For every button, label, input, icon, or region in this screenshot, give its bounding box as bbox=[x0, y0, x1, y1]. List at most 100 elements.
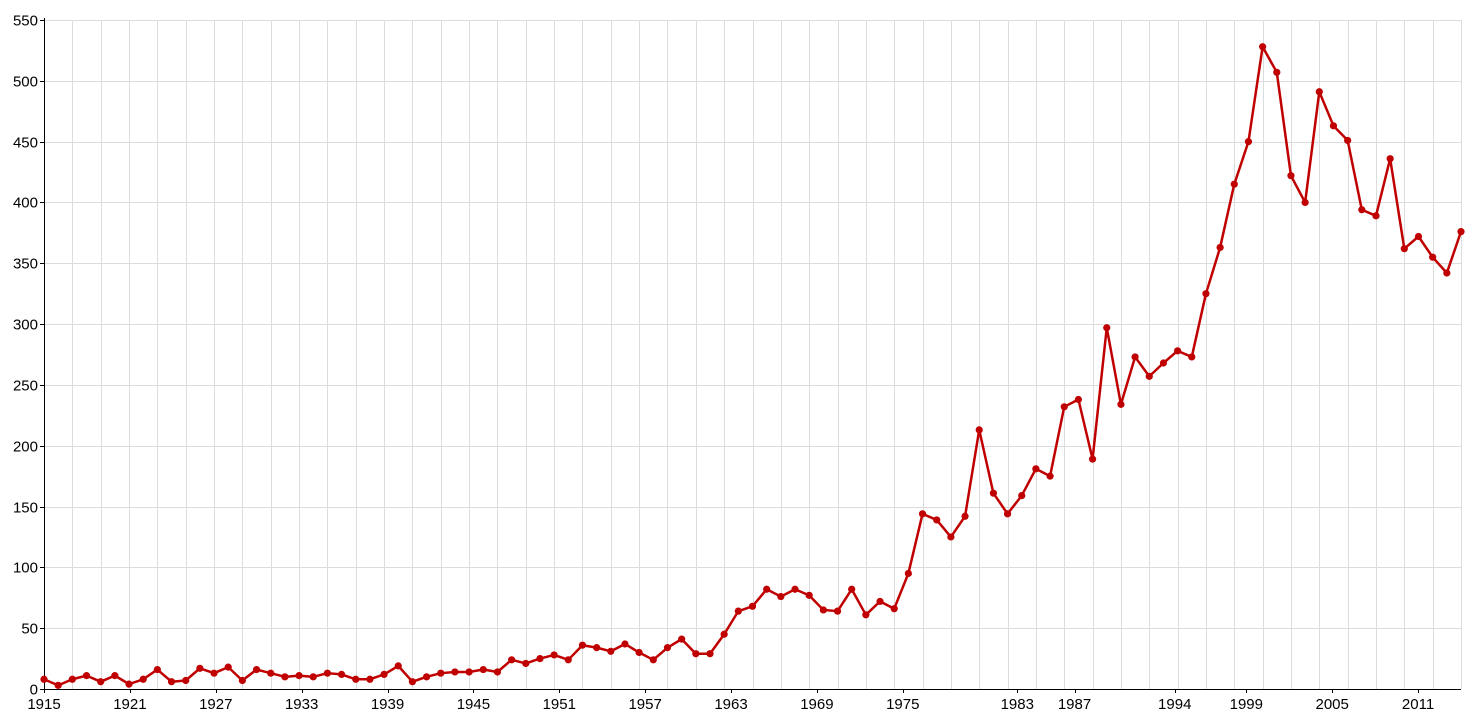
data-point bbox=[167, 678, 176, 686]
data-point bbox=[904, 569, 912, 578]
data-point bbox=[1202, 290, 1210, 298]
data-point bbox=[663, 644, 672, 652]
data-point bbox=[961, 512, 969, 520]
data-point bbox=[635, 648, 643, 657]
data-point bbox=[1273, 68, 1281, 76]
x-tick-label: 1915 bbox=[27, 696, 60, 713]
x-tick-label: 1939 bbox=[371, 696, 404, 713]
data-point bbox=[224, 663, 232, 671]
data-point bbox=[1145, 372, 1153, 380]
data-point bbox=[1230, 180, 1238, 188]
data-point bbox=[1216, 243, 1224, 252]
data-point bbox=[40, 675, 48, 683]
data-point bbox=[593, 644, 601, 652]
data-point bbox=[918, 510, 927, 518]
y-tick-label: 400 bbox=[13, 195, 38, 212]
x-tick-label: 1945 bbox=[457, 696, 490, 713]
data-point bbox=[1159, 359, 1168, 367]
data-point bbox=[1358, 206, 1366, 214]
data-point bbox=[607, 647, 615, 655]
data-point bbox=[252, 665, 261, 674]
x-tick-label: 1999 bbox=[1230, 696, 1263, 713]
data-point bbox=[196, 664, 204, 672]
y-tick-label: 550 bbox=[13, 13, 38, 30]
data-point bbox=[1003, 510, 1012, 518]
data-point bbox=[720, 630, 728, 638]
data-point bbox=[125, 680, 133, 688]
data-point bbox=[394, 662, 402, 670]
x-tick-label: 2011 bbox=[1402, 696, 1434, 713]
data-point bbox=[465, 668, 473, 676]
x-tick-label: 1951 bbox=[543, 696, 576, 713]
data-point bbox=[550, 651, 558, 659]
data-point bbox=[479, 665, 487, 674]
data-point bbox=[1018, 492, 1026, 500]
data-point bbox=[819, 606, 827, 614]
x-tick-label: 1987 bbox=[1058, 696, 1091, 713]
data-point bbox=[111, 672, 119, 680]
data-point bbox=[1344, 136, 1352, 145]
data-point bbox=[748, 602, 757, 610]
data-point bbox=[862, 611, 870, 619]
data-point bbox=[267, 669, 275, 677]
x-tick-label: 1963 bbox=[714, 696, 747, 713]
data-point bbox=[1131, 353, 1139, 361]
axes bbox=[40, 18, 1461, 693]
data-point bbox=[933, 516, 941, 524]
data-point bbox=[706, 650, 714, 658]
data-point bbox=[947, 533, 955, 541]
data-point bbox=[422, 673, 431, 681]
data-point bbox=[139, 675, 147, 683]
x-tick-label: 1975 bbox=[886, 696, 919, 713]
data-point bbox=[54, 681, 62, 689]
y-tick-label: 100 bbox=[13, 560, 38, 577]
data-point bbox=[323, 669, 331, 677]
data-point bbox=[68, 675, 76, 683]
data-point bbox=[1188, 353, 1196, 361]
data-point bbox=[82, 672, 91, 680]
y-tick-label: 0 bbox=[30, 682, 38, 699]
x-tick-label: 1957 bbox=[628, 696, 661, 713]
data-point bbox=[366, 675, 374, 683]
x-tick-label: 1921 bbox=[113, 696, 146, 713]
data-point bbox=[451, 668, 459, 676]
data-point bbox=[508, 656, 516, 664]
data-point bbox=[564, 656, 572, 664]
data-point bbox=[1103, 324, 1111, 332]
data-point bbox=[380, 670, 388, 679]
y-tick-label: 200 bbox=[13, 439, 38, 456]
data-point bbox=[309, 673, 317, 681]
x-tick-label: 1969 bbox=[800, 696, 833, 713]
data-point bbox=[1259, 43, 1267, 51]
data-point bbox=[734, 607, 742, 615]
data-point bbox=[337, 670, 346, 679]
data-point bbox=[890, 605, 898, 613]
data-point bbox=[848, 585, 856, 593]
data-point bbox=[408, 678, 417, 686]
y-tick-label: 150 bbox=[13, 500, 38, 517]
data-point bbox=[791, 585, 799, 593]
data-point bbox=[621, 640, 629, 648]
data-point bbox=[210, 669, 218, 677]
y-tick-label: 250 bbox=[13, 378, 38, 395]
data-point bbox=[1386, 155, 1394, 163]
data-point bbox=[153, 665, 161, 674]
data-point bbox=[1301, 198, 1309, 207]
data-point bbox=[493, 668, 502, 676]
data-point bbox=[1244, 138, 1253, 146]
grid bbox=[44, 20, 1462, 690]
x-tick-label: 1994 bbox=[1158, 696, 1191, 713]
data-point bbox=[522, 659, 530, 668]
data-point bbox=[1400, 245, 1408, 253]
data-point bbox=[1429, 253, 1437, 261]
data-point bbox=[777, 592, 785, 601]
data-point bbox=[975, 426, 983, 434]
data-point bbox=[833, 607, 842, 615]
data-point bbox=[1032, 465, 1040, 473]
data-point bbox=[437, 669, 445, 677]
y-tick-label: 50 bbox=[21, 621, 38, 638]
data-point bbox=[1287, 172, 1295, 180]
data-point bbox=[238, 676, 246, 685]
data-point bbox=[1060, 403, 1068, 411]
